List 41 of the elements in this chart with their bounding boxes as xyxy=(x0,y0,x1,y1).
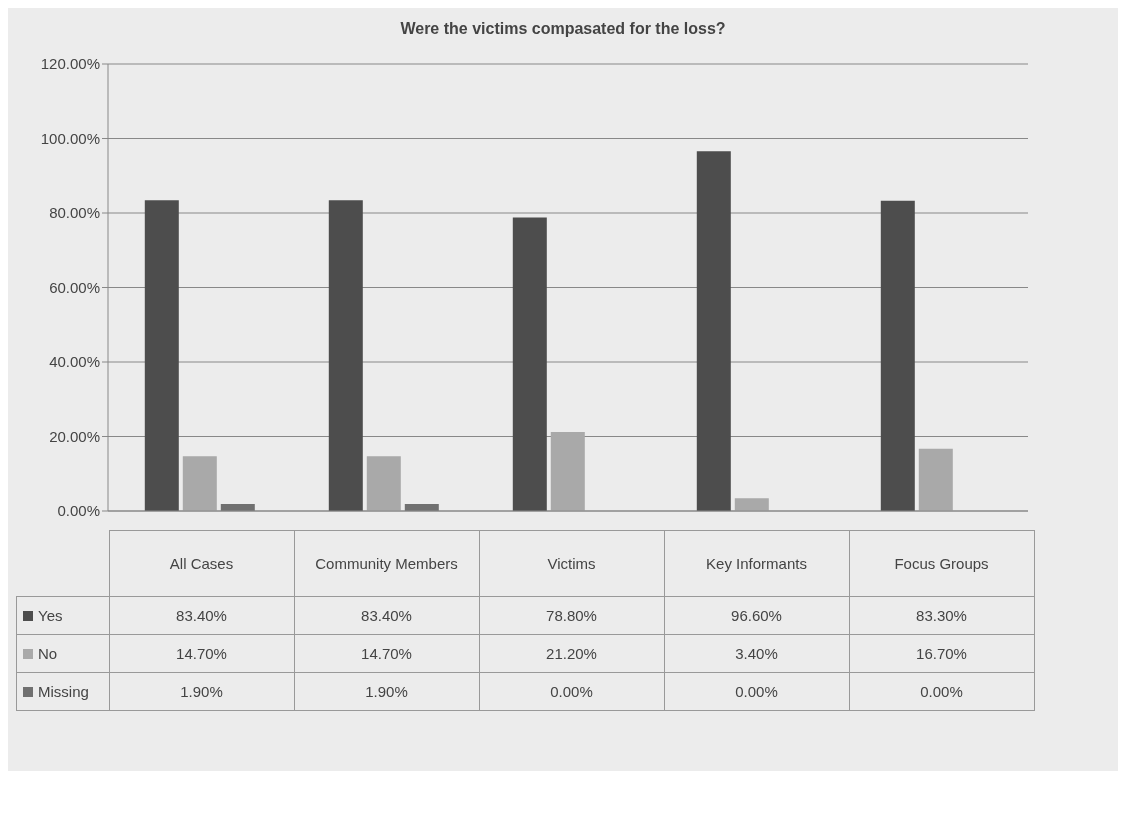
x-tick-label: Key Informants xyxy=(664,530,849,597)
x-tick-label: Focus Groups xyxy=(849,530,1034,597)
legend-label: Missing xyxy=(16,672,109,711)
data-label: 96.60% xyxy=(664,596,849,635)
y-tick-label: 40.00% xyxy=(49,353,100,371)
data-label: 83.40% xyxy=(294,596,479,635)
y-tick-label: 80.00% xyxy=(49,204,100,222)
data-label: 1.90% xyxy=(109,672,294,711)
legend-label: No xyxy=(16,634,109,673)
data-label: 0.00% xyxy=(479,672,664,711)
data-label: 0.00% xyxy=(849,672,1034,711)
bar xyxy=(366,456,401,511)
data-label: 83.40% xyxy=(109,596,294,635)
bar xyxy=(734,498,769,511)
data-label: 1.90% xyxy=(294,672,479,711)
bar xyxy=(550,432,585,511)
bar xyxy=(696,151,731,511)
legend-label: Yes xyxy=(16,596,109,635)
y-tick-label: 100.00% xyxy=(40,129,100,147)
chart-title: Were the victims compasated for the loss? xyxy=(399,20,727,38)
x-tick-label: Community Members xyxy=(294,530,479,597)
bar xyxy=(918,448,953,511)
y-tick-label: 60.00% xyxy=(49,278,100,296)
bar xyxy=(182,456,217,511)
data-label: 3.40% xyxy=(664,634,849,673)
bar xyxy=(880,200,915,511)
x-tick-label: All Cases xyxy=(109,530,294,597)
y-tick-label: 120.00% xyxy=(40,55,100,73)
data-label: 14.70% xyxy=(109,634,294,673)
y-tick-label: 0.00% xyxy=(57,502,100,520)
data-label: 14.70% xyxy=(294,634,479,673)
bar xyxy=(512,217,547,511)
data-label: 21.20% xyxy=(479,634,664,673)
data-label: 0.00% xyxy=(664,672,849,711)
bar xyxy=(144,200,179,511)
data-label: 16.70% xyxy=(849,634,1034,673)
data-label: 83.30% xyxy=(849,596,1034,635)
bar xyxy=(328,200,363,511)
y-tick-label: 20.00% xyxy=(49,427,100,445)
x-tick-label: Victims xyxy=(479,530,664,597)
data-label: 78.80% xyxy=(479,596,664,635)
